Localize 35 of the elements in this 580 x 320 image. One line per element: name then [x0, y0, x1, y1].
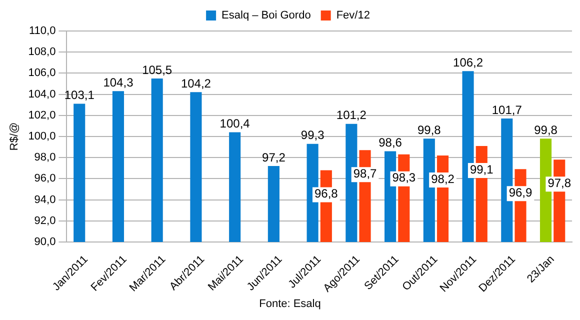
data-label: 97,8	[548, 176, 572, 190]
data-label: 100,4	[220, 116, 250, 131]
data-label: 98,7	[353, 166, 378, 180]
y-tick-label: 102,0	[28, 109, 56, 122]
data-label: 98,3	[392, 170, 416, 185]
y-axis-title: R$/@	[8, 122, 21, 151]
data-label: 101,7	[492, 102, 522, 117]
data-label: 98,6	[378, 136, 402, 150]
data-label: 99,3	[300, 128, 325, 142]
data-label: 99,8	[534, 122, 558, 137]
legend-label: Esalq – Boi Gordo	[222, 10, 311, 22]
y-tick-label: 98,0	[34, 152, 56, 164]
data-label: 99,8	[417, 122, 442, 137]
data-label: 96,8	[314, 186, 338, 201]
data-label: 103,1	[64, 88, 95, 102]
y-tick-label: 106,0	[28, 67, 56, 80]
y-tick-label: 92,0	[34, 214, 56, 227]
y-tick-label: 100,0	[28, 130, 56, 142]
data-label: 101,2	[336, 108, 367, 122]
source-note: Fonte: Esalq	[258, 298, 322, 310]
y-tick-label: 110,0	[29, 25, 56, 38]
data-label: 106,2	[453, 55, 484, 70]
y-tick-label: 108,0	[28, 46, 56, 58]
data-label: 104,3	[103, 75, 134, 90]
data-label: 105,5	[142, 62, 172, 77]
data-label: 96,9	[508, 185, 533, 200]
data-label: 99,1	[470, 162, 494, 176]
y-tick-label: 94,0	[34, 194, 56, 206]
data-label: 98,2	[431, 172, 455, 186]
y-tick-label: 104,0	[28, 88, 56, 100]
y-tick-label: 90,0	[34, 236, 56, 248]
y-tick-label: 96,0	[34, 172, 56, 185]
data-label: 104,2	[180, 76, 212, 90]
data-label: 97,2	[262, 150, 286, 164]
legend-label: Fev/12	[336, 10, 370, 22]
